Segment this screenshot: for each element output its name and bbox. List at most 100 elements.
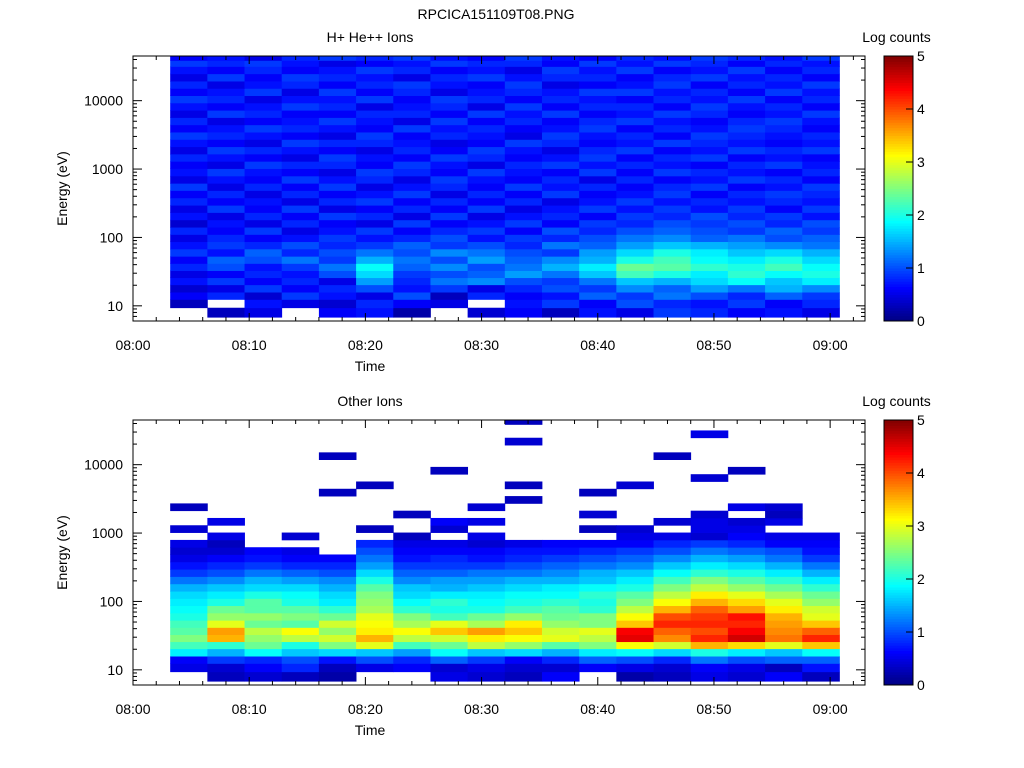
heatmap-cell	[356, 132, 394, 140]
heatmap-cell	[690, 569, 729, 577]
heatmap-cell	[690, 241, 729, 250]
heatmap-cell	[616, 648, 654, 657]
heatmap-cell	[170, 88, 208, 96]
heatmap-cell	[579, 263, 617, 271]
heatmap-cell	[467, 227, 506, 235]
heatmap-cell	[690, 60, 729, 67]
heatmap-cell	[802, 56, 840, 61]
heatmap-cell	[207, 627, 245, 635]
heatmap-cell	[356, 88, 394, 96]
heatmap-cell	[653, 153, 692, 162]
heatmap-cell	[281, 292, 320, 300]
heatmap-cell	[616, 227, 654, 235]
heatmap-cell	[281, 620, 320, 628]
heatmap-cell	[504, 648, 543, 657]
heatmap-cell	[802, 539, 840, 548]
x-tick-label: 08:00	[115, 701, 150, 717]
heatmap-cell	[765, 547, 803, 555]
heatmap-cell	[393, 153, 431, 162]
heatmap-cell	[541, 168, 580, 177]
heatmap-cell	[616, 168, 654, 177]
heatmap-cell	[356, 241, 394, 250]
heatmap-cell	[170, 73, 208, 82]
heatmap-cell	[318, 190, 357, 199]
heatmap-cell	[653, 620, 692, 628]
colorbar-step	[884, 571, 913, 575]
heatmap-cell	[170, 81, 208, 89]
heatmap-cell	[802, 307, 840, 318]
heatmap-cell	[281, 197, 320, 206]
heatmap-cell	[430, 146, 469, 155]
heatmap-cell	[727, 532, 766, 541]
heatmap-cell	[727, 299, 766, 309]
heatmap-cell	[579, 161, 617, 169]
colorbar-step	[884, 177, 913, 182]
heatmap-cell	[579, 583, 617, 592]
heatmap-cell	[504, 146, 543, 155]
heatmap-cell	[170, 591, 208, 599]
colorbar-step	[884, 491, 913, 495]
heatmap-cell	[356, 124, 394, 133]
heatmap-cell	[653, 554, 692, 563]
heatmap-cell	[541, 88, 580, 96]
heatmap-cell	[281, 60, 320, 67]
heatmap-cell	[765, 510, 803, 519]
colorbar-step	[884, 217, 913, 221]
heatmap-cell	[467, 95, 506, 104]
heatmap-cell	[802, 212, 840, 221]
colorbar-step	[884, 204, 913, 208]
heatmap-cell	[430, 102, 469, 111]
colorbar-step	[884, 111, 913, 115]
x-tick-label: 09:00	[813, 337, 848, 353]
heatmap-cell	[430, 671, 469, 682]
heatmap-cell	[281, 591, 320, 599]
heatmap-cell	[244, 547, 283, 555]
heatmap-cell	[430, 241, 469, 250]
heatmap-cell	[244, 175, 283, 184]
panel-bottom: 08:00 08:10 08:20 08:30 08:40 08:50 09:0010100…	[54, 393, 931, 738]
heatmap-cell	[802, 66, 840, 75]
colorbar-step	[884, 576, 913, 580]
heatmap-cell	[318, 110, 357, 118]
heatmap-cell	[765, 110, 803, 118]
colorbar-step	[884, 140, 913, 144]
heatmap-cell	[281, 110, 320, 118]
heatmap-cell	[653, 248, 692, 257]
colorbar-step	[884, 193, 913, 197]
heatmap-cell	[244, 263, 283, 271]
heatmap-cell	[541, 598, 580, 607]
heatmap-cell	[170, 263, 208, 271]
figure-title: RPCICA151109T08.PNG	[418, 6, 575, 22]
heatmap-cell	[727, 81, 766, 89]
y-tick-label: 10000	[84, 93, 123, 109]
heatmap-cell	[653, 307, 692, 318]
colorbar-step	[884, 307, 913, 311]
heatmap-cell	[430, 263, 469, 271]
heatmap-cell	[802, 146, 840, 155]
heatmap-cell	[690, 205, 729, 213]
colorbar-step	[884, 87, 913, 91]
heatmap-cell	[616, 66, 654, 75]
heatmap-cell	[727, 547, 766, 555]
heatmap-cell	[616, 576, 654, 585]
heatmap-cell	[170, 648, 208, 657]
heatmap-cell	[541, 234, 580, 243]
heatmap-cell	[727, 95, 766, 104]
colorbar-step	[884, 98, 913, 102]
heatmap-cell	[616, 539, 654, 548]
heatmap-cell	[244, 284, 283, 293]
heatmap-cell	[765, 605, 803, 614]
heatmap-cell	[727, 263, 766, 271]
heatmap-cell	[616, 205, 654, 213]
heatmap-cell	[616, 234, 654, 243]
heatmap-cell	[356, 612, 394, 621]
heatmap-cell	[281, 219, 320, 228]
heatmap-cell	[207, 60, 245, 67]
heatmap-cell	[281, 117, 320, 126]
heatmap-cell	[356, 620, 394, 628]
heatmap-cell	[430, 620, 469, 628]
heatmap-cell	[430, 256, 469, 264]
heatmap-cell	[802, 168, 840, 177]
heatmap-cell	[690, 190, 729, 199]
